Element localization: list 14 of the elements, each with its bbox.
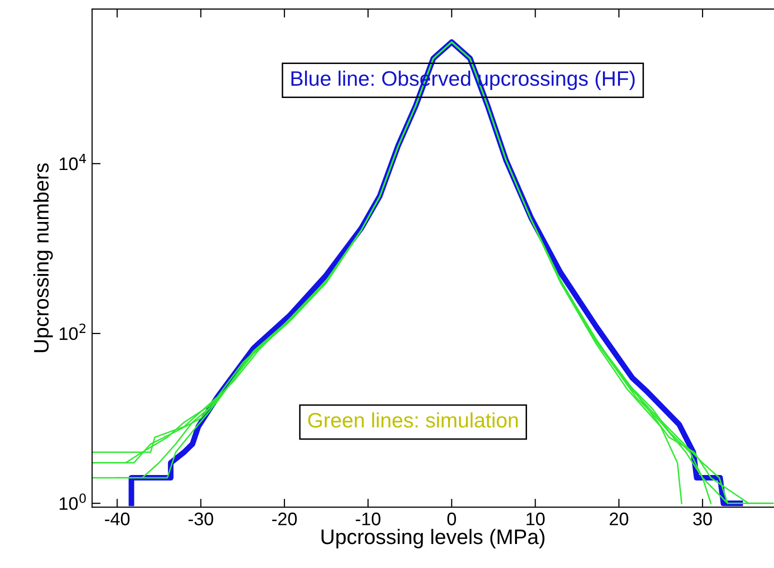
x-tick-label: 30 <box>693 512 712 526</box>
y-tick-label: 10$^{0}$ <box>60 493 86 510</box>
x-tick-label: -40 <box>104 512 130 526</box>
x-tick-label: -20 <box>272 512 297 526</box>
y-tick-label: 10$^{2}$ <box>60 324 86 340</box>
x-tick-label: 10 <box>526 512 545 526</box>
x-tick-label: -10 <box>356 512 380 526</box>
y-axis-title: Upcrossing numbers <box>33 163 53 352</box>
annotation: Green lines: simulation <box>308 412 518 428</box>
x-tick-label: 0 <box>447 512 456 526</box>
x-tick-label: -30 <box>188 512 214 526</box>
y-tick-label: 10$^{4}$ <box>60 154 86 170</box>
x-tick-label: 20 <box>610 512 628 526</box>
x-axis-title: Upcrossing levels (MPa) <box>322 528 544 548</box>
